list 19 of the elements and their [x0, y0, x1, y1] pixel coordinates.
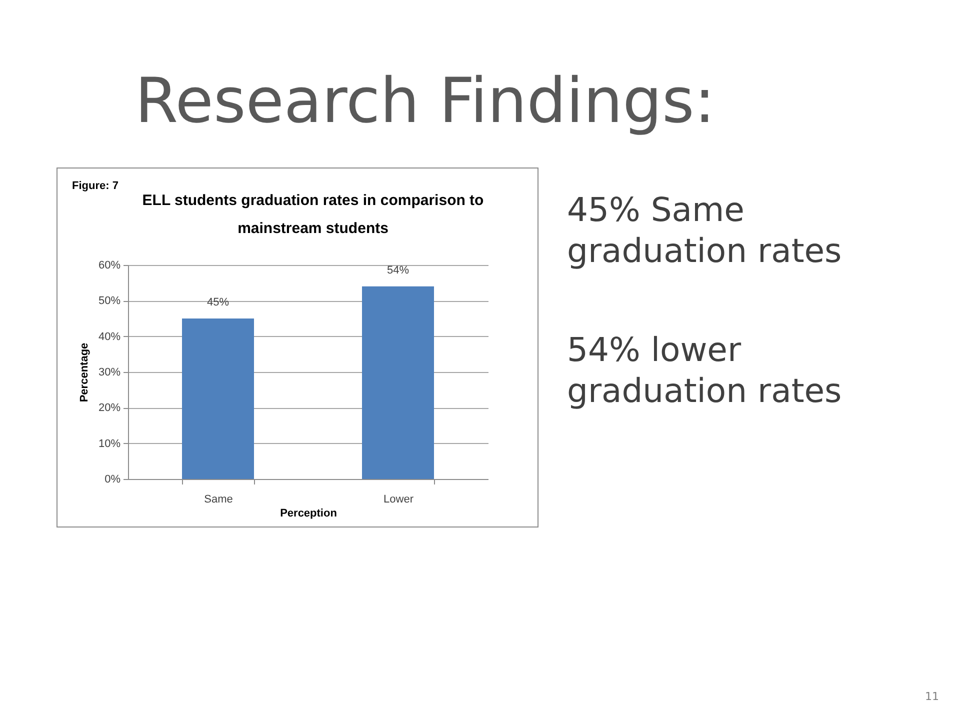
y-tick-label: 20%: [98, 402, 121, 414]
x-tick-label: Lower: [384, 494, 414, 506]
data-label: 45%: [206, 296, 230, 308]
data-label: 54%: [386, 264, 410, 276]
y-tick-label: 40%: [98, 330, 121, 343]
x-axis-title: Perception: [280, 508, 338, 520]
y-tick-label: 60%: [98, 260, 121, 272]
chart-title: ELL students graduation rates in comparison to mainstream students: [142, 192, 484, 237]
text: 45% Same graduation rates: [567, 190, 842, 270]
text: Research Findings:: [135, 64, 716, 137]
y-axis-title: Percentage: [78, 342, 90, 402]
text: 54% lower graduation rates: [567, 330, 842, 410]
text: 11: [925, 690, 939, 703]
x-tick-label: Same: [204, 494, 233, 506]
y-tick-label: 0%: [104, 474, 121, 486]
y-tick-label: 30%: [98, 366, 121, 378]
y-tick-label: 10%: [98, 438, 121, 450]
text: Figure: 7: [72, 180, 118, 192]
y-tick-label: 50%: [98, 295, 121, 308]
